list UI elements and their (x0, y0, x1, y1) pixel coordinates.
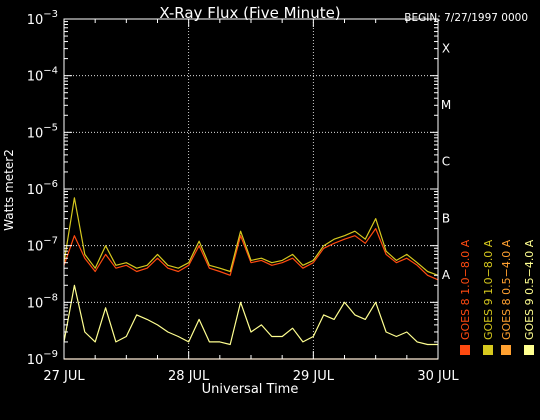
y-tick-exponent: −6 (43, 179, 58, 190)
y-tick-label: 10−7 (27, 236, 58, 255)
legend: GOES 8 1.0−8.0 A GOES 9 1.0−8.0 A GOES 8 0… (459, 239, 536, 355)
y-tick-base: 10 (27, 240, 44, 255)
legend-label: GOES 9 1.0−8.0 A (482, 239, 495, 340)
grid (64, 19, 438, 359)
series-line-4 (63, 284, 438, 346)
x-tick-label: 30 JUL (417, 369, 459, 384)
y-axis-title: Watts meter2 (2, 149, 16, 231)
y-tick-base: 10 (27, 183, 44, 198)
y-tick-labels: 10−310−410−510−610−710−810−9 (27, 9, 58, 368)
y-tick-base: 10 (27, 70, 44, 85)
legend-swatch (501, 345, 511, 355)
y-tick-exponent: −5 (43, 122, 58, 133)
legend-swatch (483, 345, 493, 355)
y-tick-label: 10−9 (27, 349, 58, 368)
begin-date-label: BEGIN: 7/27/1997 0000 (404, 12, 528, 24)
x-tick-label: 28 JUL (168, 369, 210, 384)
y-tick-exponent: −3 (43, 9, 58, 20)
y-tick-exponent: −7 (43, 236, 58, 247)
y-tick-label: 10−5 (27, 122, 58, 141)
flare-class-label: M (441, 98, 451, 112)
y-tick-label: 10−8 (27, 292, 58, 311)
y-tick-label: 10−4 (27, 66, 58, 85)
y-tick-exponent: −4 (43, 66, 58, 77)
legend-label: GOES 9 0.5−4.0 A (523, 239, 536, 340)
legend-label: GOES 8 1.0−8.0 A (459, 239, 472, 340)
flare-class-labels: X M C B A (441, 41, 451, 282)
x-tick-label: 27 JUL (43, 369, 85, 384)
series-line-1 (63, 228, 439, 281)
flare-class-label: X (442, 41, 450, 55)
y-tick-base: 10 (27, 13, 44, 28)
series-line-3 (63, 197, 439, 276)
y-tick-exponent: −9 (43, 349, 58, 360)
axis-ticks (63, 18, 439, 360)
flare-class-label: B (442, 211, 450, 225)
y-tick-base: 10 (27, 353, 44, 368)
y-tick-base: 10 (27, 126, 44, 141)
x-axis-title: Universal Time (202, 382, 299, 397)
y-tick-label: 10−6 (27, 179, 58, 198)
legend-swatch (460, 345, 470, 355)
x-tick-labels: 27 JUL 28 JUL 29 JUL 30 JUL (43, 369, 459, 384)
y-tick-base: 10 (27, 296, 44, 311)
legend-label: GOES 8 0.5−4.0 A (500, 239, 513, 340)
y-tick-exponent: −8 (43, 292, 58, 303)
chart-title: X-Ray Flux (Five Minute) (159, 4, 340, 22)
flare-class-label: C (442, 155, 450, 169)
x-tick-label: 29 JUL (293, 369, 335, 384)
flare-class-label: A (442, 268, 451, 282)
legend-swatch (524, 345, 534, 355)
y-tick-label: 10−3 (27, 9, 58, 28)
